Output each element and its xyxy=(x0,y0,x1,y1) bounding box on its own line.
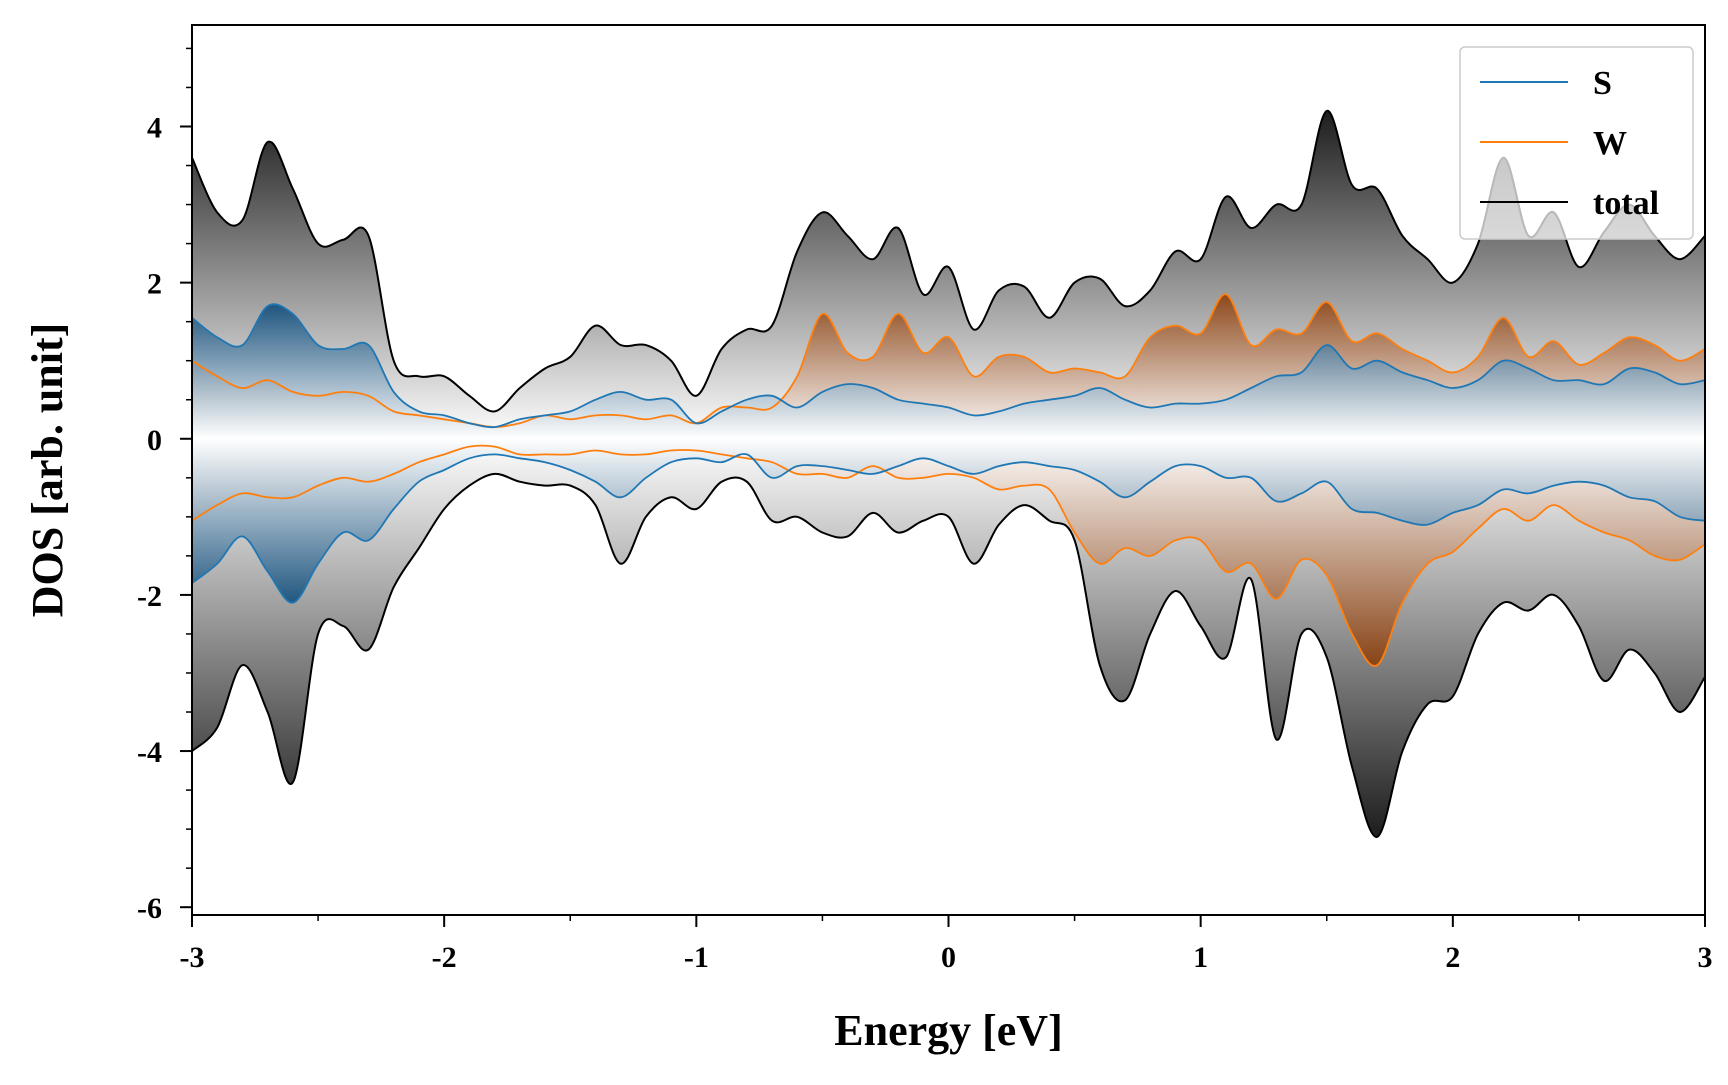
x-tick-label: -1 xyxy=(684,941,709,974)
area-W-down xyxy=(192,438,1705,666)
plot-areas xyxy=(192,110,1705,838)
y-tick-label: 4 xyxy=(147,111,162,144)
legend-box xyxy=(1459,46,1694,240)
y-axis-label: DOS [arb. unit] xyxy=(23,323,72,618)
line-S-down xyxy=(191,453,1706,604)
y-tick-label: -4 xyxy=(137,736,162,769)
line-total-up xyxy=(191,109,1706,413)
area-S-down xyxy=(192,438,1705,603)
line-S-up xyxy=(191,303,1706,429)
y-tick-label: -6 xyxy=(137,892,162,925)
line-total-down xyxy=(191,472,1706,838)
x-axis-label: Energy [eV] xyxy=(834,1006,1063,1055)
y-tick-label: 0 xyxy=(147,424,162,457)
y-tick-label: 2 xyxy=(147,268,162,301)
y-tick-label: -2 xyxy=(137,580,162,613)
x-tick-label: -3 xyxy=(180,941,205,974)
x-tick-label: 2 xyxy=(1445,941,1460,974)
line-W-down xyxy=(191,444,1706,667)
y-axis-ticks: -6 -4 -2 0 2 4 xyxy=(137,47,192,925)
legend-label-W: W xyxy=(1593,125,1627,162)
x-tick-label: 1 xyxy=(1193,941,1208,974)
legend-label-total: total xyxy=(1593,185,1659,222)
line-W-up xyxy=(191,293,1706,429)
plot-lines xyxy=(191,109,1706,838)
legend-label-S: S xyxy=(1593,65,1612,102)
x-tick-label: 0 xyxy=(941,941,956,974)
x-tick-label: -2 xyxy=(432,941,457,974)
area-S-up xyxy=(192,304,1705,439)
x-tick-label: 3 xyxy=(1698,941,1713,974)
x-axis-ticks: -3 -2 -1 0 1 2 3 xyxy=(180,915,1713,974)
